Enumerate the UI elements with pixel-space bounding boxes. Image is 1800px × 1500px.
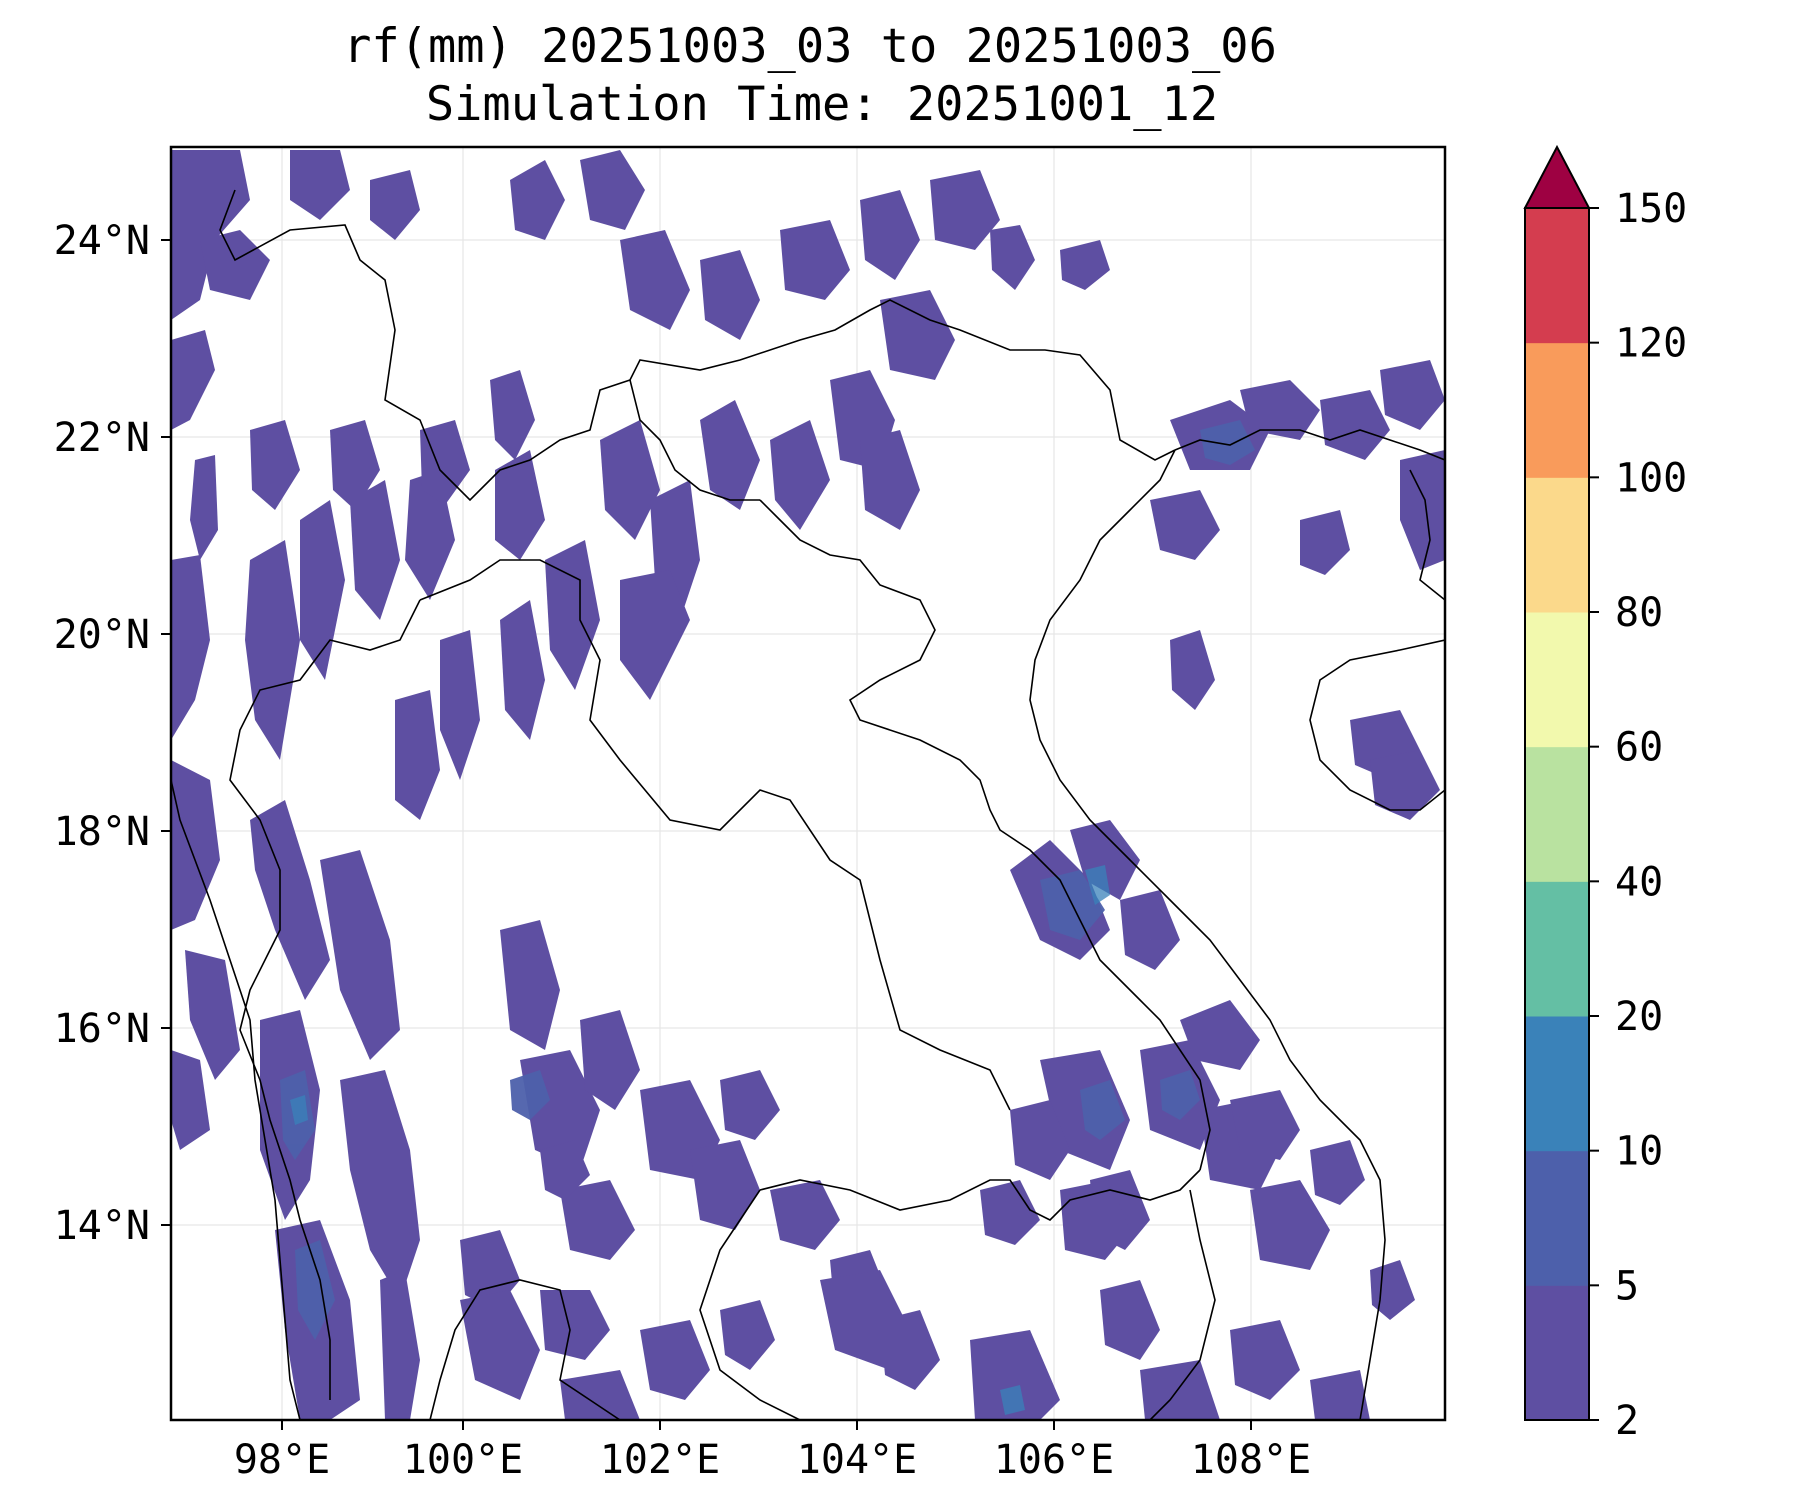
y-tick-label: 24°N bbox=[54, 218, 150, 264]
colorbar-segment bbox=[1525, 342, 1589, 478]
coast-thailand-gulf bbox=[429, 1279, 621, 1420]
border-cambodia-gulf bbox=[699, 1189, 801, 1420]
colorbar-segment bbox=[1525, 208, 1589, 344]
y-tick-label: 18°N bbox=[54, 809, 150, 855]
y-tick-label: 16°N bbox=[54, 1006, 150, 1052]
colorbar-segment bbox=[1525, 881, 1589, 1017]
border-laos-china bbox=[629, 379, 760, 501]
colorbar-tick-label: 60 bbox=[1615, 725, 1663, 771]
x-tick-label: 98°E bbox=[234, 1437, 330, 1483]
colorbar-segment bbox=[1525, 1016, 1589, 1152]
colorbar-tick-label: 40 bbox=[1615, 859, 1663, 905]
x-tick-label: 102°E bbox=[600, 1437, 720, 1483]
colorbar-tick-label: 80 bbox=[1615, 590, 1663, 636]
colorbar: 2 5 10 20 40 60 80 100 120 150 bbox=[1523, 144, 1687, 1444]
coastlines bbox=[171, 429, 1445, 1420]
rainfall-contours-2-5mm bbox=[171, 150, 1445, 1420]
coast-hainan bbox=[1309, 639, 1445, 811]
colorbar-segment bbox=[1525, 746, 1589, 882]
colorbar-tick-label: 150 bbox=[1615, 186, 1687, 232]
colorbar-frame bbox=[1524, 207, 1590, 1421]
coast-leizhou bbox=[1409, 469, 1445, 601]
x-tick-label: 106°E bbox=[994, 1437, 1114, 1483]
coast-myanmar-west bbox=[171, 779, 301, 1420]
y-tick-label: 14°N bbox=[54, 1203, 150, 1249]
colorbar-tick-label: 2 bbox=[1615, 1398, 1639, 1444]
axis-tick-marks bbox=[161, 239, 1252, 1430]
colorbar-tick-label: 100 bbox=[1615, 455, 1687, 501]
border-cambodia-vietnam bbox=[1149, 1189, 1216, 1420]
country-borders bbox=[219, 189, 1216, 1420]
x-tick-label: 104°E bbox=[797, 1437, 917, 1483]
y-axis-labels: 24°N 22°N 20°N 18°N 16°N 14°N bbox=[54, 218, 150, 1249]
coast-china-south bbox=[1174, 429, 1445, 461]
colorbar-tick-label: 5 bbox=[1615, 1263, 1639, 1309]
colorbar-segment bbox=[1525, 612, 1589, 748]
coast-vietnam bbox=[1029, 449, 1386, 1420]
y-tick-label: 20°N bbox=[54, 612, 150, 658]
rainfall-contours-5-10mm bbox=[280, 420, 1255, 1340]
border-myanmar-thailand bbox=[229, 599, 421, 1400]
border-thailand-laos-north bbox=[419, 559, 1011, 1111]
map-title-line-2: Simulation Time: 20251001_12 bbox=[426, 77, 1218, 132]
colorbar-tick-label: 120 bbox=[1615, 321, 1687, 367]
colorbar-segment bbox=[1525, 1285, 1589, 1421]
x-tick-label: 108°E bbox=[1191, 1437, 1311, 1483]
map-title-line-1: rf(mm) 20251003_03 to 20251003_06 bbox=[343, 19, 1277, 74]
colorbar-segment bbox=[1525, 477, 1589, 613]
y-tick-label: 22°N bbox=[54, 415, 150, 461]
colorbar-extend-max-triangle bbox=[1523, 144, 1591, 209]
border-myanmar-china bbox=[219, 189, 1176, 502]
colorbar-tick-label: 20 bbox=[1615, 994, 1663, 1040]
x-axis-labels: 98°E 100°E 102°E 104°E 106°E 108°E bbox=[234, 1437, 1311, 1483]
colorbar-tick-label: 10 bbox=[1615, 1129, 1663, 1175]
border-cambodia-thailand bbox=[759, 1169, 1201, 1221]
colorbar-segments bbox=[1525, 208, 1589, 1421]
colorbar-segment bbox=[1525, 1150, 1589, 1286]
x-tick-label: 100°E bbox=[403, 1437, 523, 1483]
border-laos-vietnam bbox=[759, 499, 1211, 1171]
colorbar-ticks: 2 5 10 20 40 60 80 100 120 150 bbox=[1589, 186, 1687, 1444]
map-area bbox=[171, 147, 1445, 1420]
map-frame bbox=[169, 145, 1447, 1422]
rainfall-contours-10-20mm bbox=[290, 865, 1110, 1415]
